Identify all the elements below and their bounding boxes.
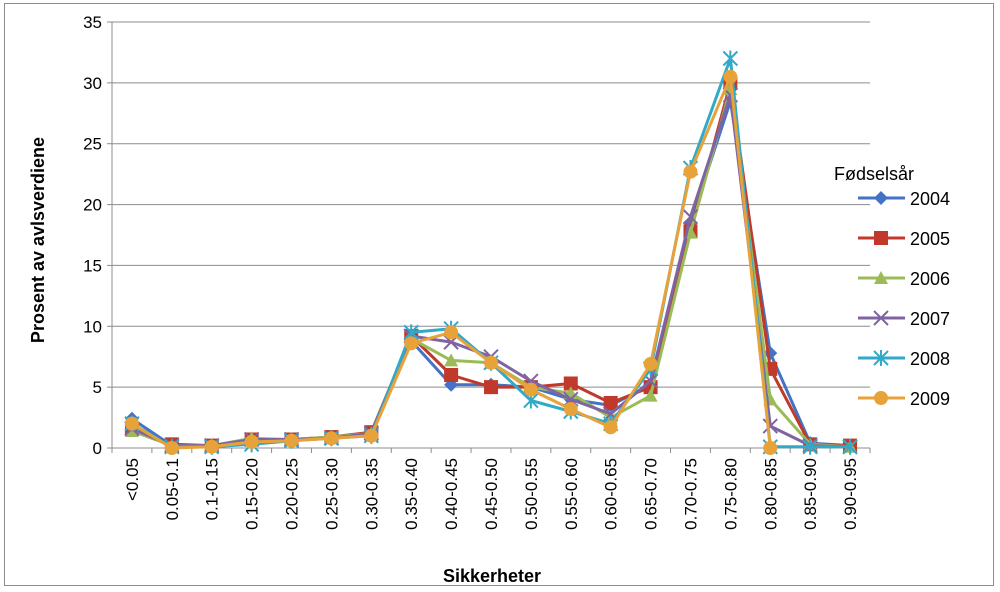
data-point [563, 376, 578, 391]
y-tick-label: 10 [83, 317, 102, 336]
gridlines [112, 21, 870, 388]
data-point [244, 434, 259, 449]
y-tick-label: 35 [83, 13, 102, 32]
data-point [643, 357, 658, 372]
legend-label: 2005 [910, 229, 950, 249]
x-tick-label: 0.15-0.20 [243, 458, 262, 530]
legend-entry-2005: 2005 [858, 229, 950, 249]
data-point [484, 380, 498, 395]
x-tick-label: 0.65-0.70 [642, 458, 661, 530]
data-point [683, 164, 698, 179]
x-tick-label: 0.40-0.45 [442, 458, 461, 530]
data-point [444, 353, 459, 367]
legend-marker [874, 231, 888, 245]
data-point [763, 441, 778, 455]
y-tick-label: 5 [93, 378, 102, 397]
x-tick-label: 0.90-0.95 [841, 458, 860, 530]
data-point [563, 402, 578, 417]
x-tick-label: 0.05-0.1 [163, 458, 182, 520]
plot-area [124, 50, 858, 455]
data-point [603, 420, 618, 435]
legend-entry-2006: 2006 [858, 269, 950, 289]
x-tick-label: 0.25-0.30 [322, 458, 341, 530]
data-point [284, 433, 299, 448]
y-tick-label: 30 [83, 74, 102, 93]
legend-label: 2008 [910, 349, 950, 369]
x-tick-label: <0.05 [123, 458, 142, 501]
legend-marker [874, 391, 888, 405]
chart-frame [4, 3, 994, 586]
x-tick-label: 0.35-0.40 [402, 458, 421, 530]
data-point [164, 441, 179, 455]
legend-entry-2009: 2009 [858, 389, 950, 409]
data-point [603, 395, 618, 410]
legend-marker [874, 271, 888, 284]
data-point [842, 438, 858, 455]
data-point [682, 209, 699, 225]
data-point [444, 367, 459, 382]
legend-entry-2007: 2007 [858, 309, 950, 329]
y-tick-labels: 0 5 10 15 20 25 30 35 [83, 13, 102, 458]
y-tick-label: 0 [93, 439, 102, 458]
y-tick-label: 15 [83, 256, 102, 275]
data-point [324, 431, 339, 446]
data-point [722, 50, 739, 67]
y-tick-label: 25 [83, 135, 102, 154]
legend-label: 2007 [910, 309, 950, 329]
y-axis-title: Prosent av avlsverdiene [28, 137, 48, 343]
x-tick-label: 0.1-0.15 [203, 458, 222, 520]
legend-label: 2006 [910, 269, 950, 289]
x-tick-label: 0.70-0.75 [681, 458, 700, 530]
data-point [484, 355, 498, 370]
x-tick-labels: <0.05 0.05-0.1 0.1-0.15 0.15-0.20 0.20-0.25 0… [123, 458, 860, 530]
x-tick-label: 0.30-0.35 [362, 458, 381, 530]
y-tick-label: 20 [83, 196, 102, 215]
data-point [444, 325, 459, 340]
x-tick-label: 0.55-0.60 [562, 458, 581, 530]
legend-title: Fødselsår [834, 164, 914, 184]
data-point [643, 388, 658, 402]
series-2006 [124, 81, 858, 453]
data-point [204, 439, 219, 454]
data-point [762, 418, 778, 434]
data-point [364, 428, 379, 443]
x-tick-label: 0.80-0.85 [761, 458, 780, 530]
x-tick-label: 0.20-0.25 [283, 458, 302, 530]
x-tick-label: 0.50-0.55 [522, 458, 541, 530]
legend: Fødselsår 2004 2005 2006 2007 2008 2009 [834, 164, 950, 409]
x-tick-label: 0.85-0.90 [801, 458, 820, 530]
data-point [523, 382, 538, 397]
data-point [124, 416, 139, 431]
series-2007 [124, 87, 858, 455]
axes [107, 21, 871, 453]
legend-marker [873, 350, 889, 366]
series-2005 [124, 75, 858, 453]
series-2004 [124, 94, 858, 453]
data-point [404, 336, 419, 351]
legend-label: 2009 [910, 389, 950, 409]
x-tick-label: 0.75-0.80 [721, 458, 740, 530]
legend-label: 2004 [910, 189, 950, 209]
x-tick-label: 0.60-0.65 [602, 458, 621, 530]
legend-marker [874, 191, 888, 205]
data-point [802, 438, 818, 455]
data-point [723, 69, 738, 84]
x-tick-label: 0.45-0.50 [482, 458, 501, 530]
series-2009 [124, 69, 778, 455]
legend-marker [873, 310, 889, 326]
legend-entry-2004: 2004 [858, 189, 950, 209]
series-line-2009 [131, 75, 772, 450]
legend-entry-2008: 2008 [858, 349, 950, 369]
x-axis-title: Sikkerheter [443, 566, 541, 586]
